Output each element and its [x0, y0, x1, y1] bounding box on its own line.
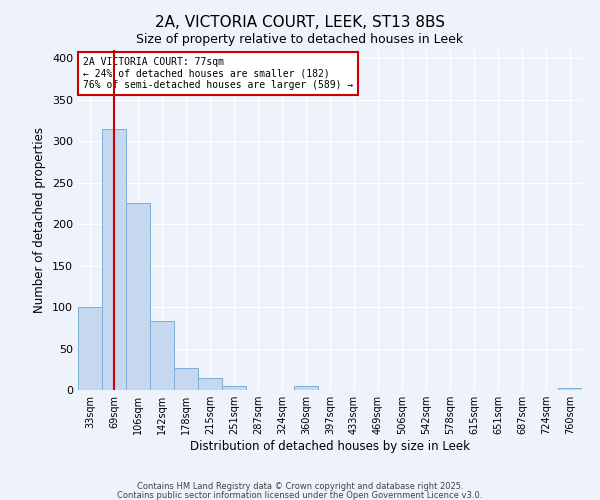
Bar: [558, 388, 582, 390]
Bar: [198, 378, 222, 390]
Bar: [102, 129, 126, 390]
Text: Contains HM Land Registry data © Crown copyright and database right 2025.: Contains HM Land Registry data © Crown c…: [137, 482, 463, 491]
Text: 2A VICTORIA COURT: 77sqm
← 24% of detached houses are smaller (182)
76% of semi-: 2A VICTORIA COURT: 77sqm ← 24% of detach…: [83, 57, 353, 90]
Bar: [294, 386, 318, 390]
Bar: [222, 386, 246, 390]
Bar: [78, 307, 102, 390]
Bar: [174, 368, 198, 390]
Bar: [150, 321, 174, 390]
Bar: [126, 204, 150, 390]
Text: Contains public sector information licensed under the Open Government Licence v3: Contains public sector information licen…: [118, 490, 482, 500]
X-axis label: Distribution of detached houses by size in Leek: Distribution of detached houses by size …: [190, 440, 470, 453]
Text: Size of property relative to detached houses in Leek: Size of property relative to detached ho…: [136, 32, 464, 46]
Y-axis label: Number of detached properties: Number of detached properties: [34, 127, 46, 313]
Text: 2A, VICTORIA COURT, LEEK, ST13 8BS: 2A, VICTORIA COURT, LEEK, ST13 8BS: [155, 15, 445, 30]
